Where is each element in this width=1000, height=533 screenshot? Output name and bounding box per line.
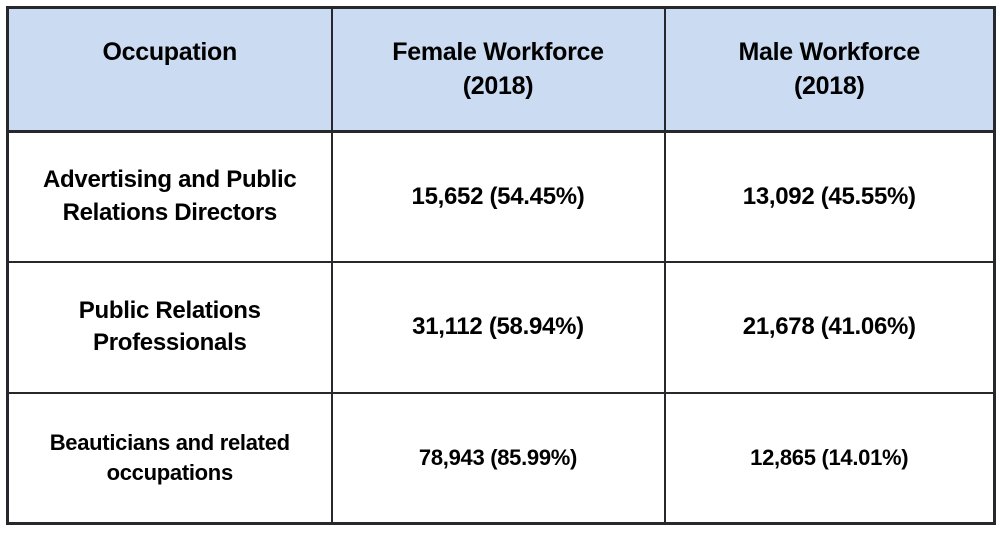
- female-workforce-cell: 78,943 (85.99%): [330, 391, 666, 525]
- workforce-table: Occupation Female Workforce (2018) Male …: [6, 6, 996, 525]
- occupation-cell: Beauticians and related occupations: [6, 391, 333, 525]
- female-workforce-cell: 31,112 (58.94%): [330, 261, 666, 394]
- male-workforce-cell: 21,678 (41.06%): [663, 261, 996, 394]
- column-header-female-workforce: Female Workforce (2018): [330, 6, 666, 133]
- column-header-occupation: Occupation: [6, 6, 333, 133]
- header-row: Occupation Female Workforce (2018) Male …: [6, 6, 996, 133]
- occupation-cell: Advertising and Public Relations Directo…: [6, 130, 333, 264]
- female-workforce-cell: 15,652 (54.45%): [330, 130, 666, 264]
- table-row: Advertising and Public Relations Directo…: [6, 130, 996, 264]
- male-workforce-cell: 12,865 (14.01%): [663, 391, 996, 525]
- column-header-male-workforce: Male Workforce (2018): [663, 6, 996, 133]
- table-row: Public Relations Professionals 31,112 (5…: [6, 261, 996, 394]
- male-workforce-cell: 13,092 (45.55%): [663, 130, 996, 264]
- occupation-cell: Public Relations Professionals: [6, 261, 333, 394]
- table-row: Beauticians and related occupations 78,9…: [6, 391, 996, 525]
